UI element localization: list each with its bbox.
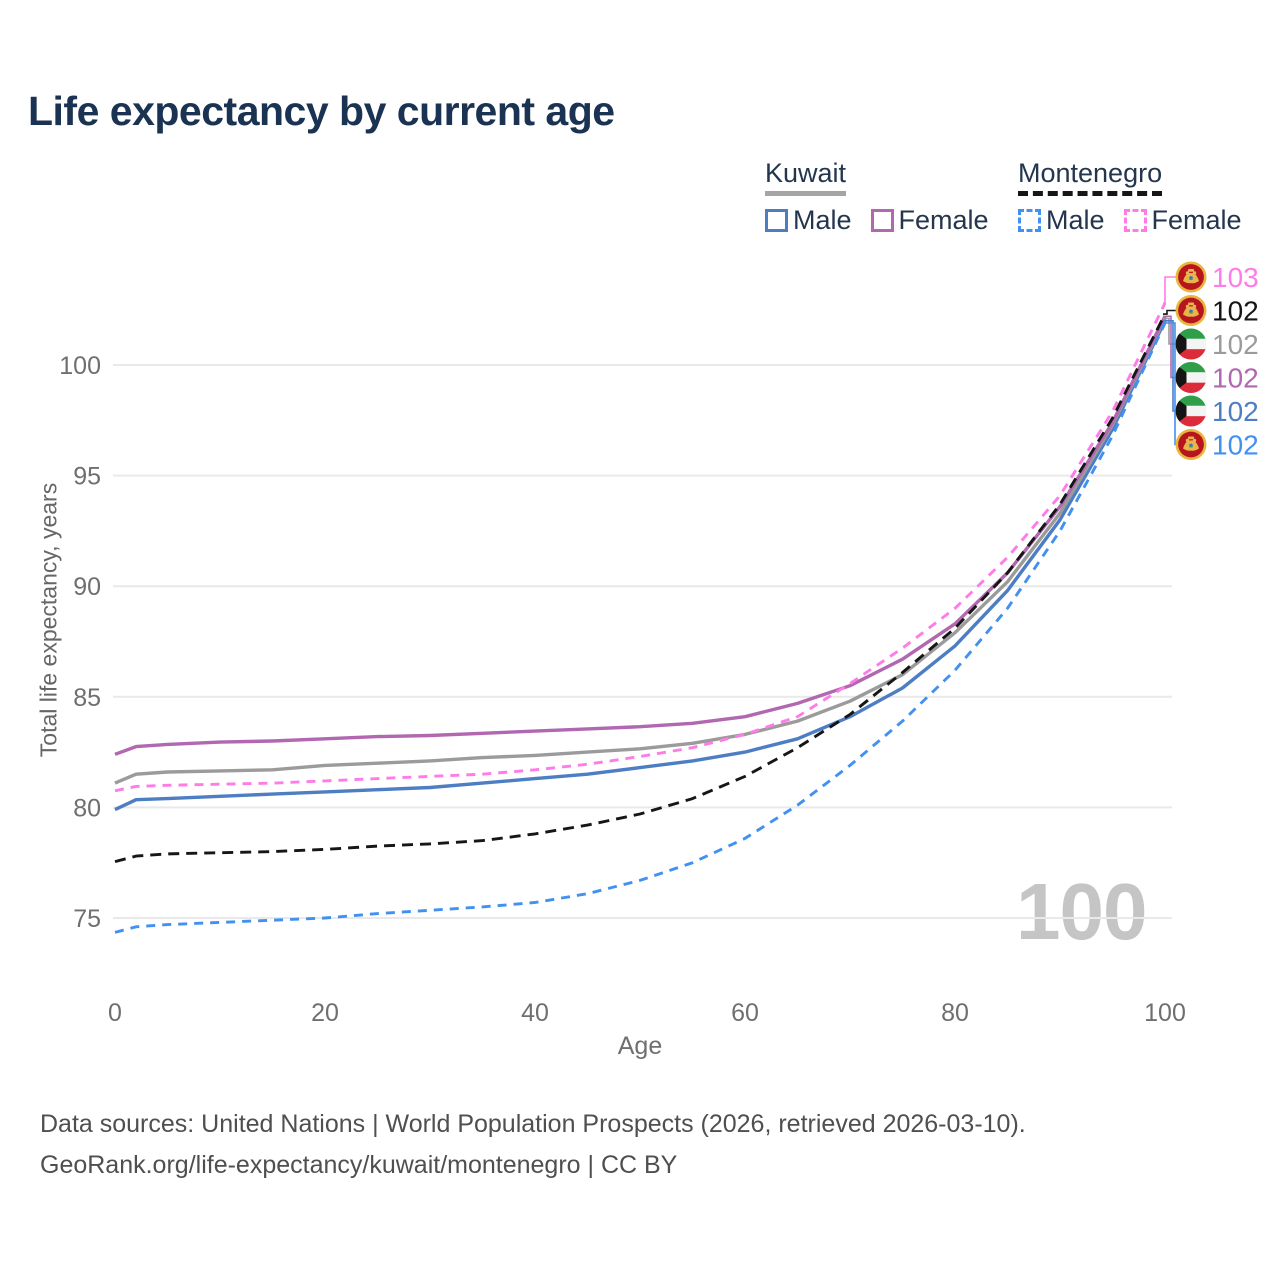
montenegro-flag-icon [1175,261,1207,293]
x-tick-label: 40 [521,999,549,1027]
kuwait-flag-icon [1175,328,1207,360]
legend-group-kuwait: Kuwait Male Female [765,158,989,236]
legend-item-kuwait-male[interactable]: Male [765,205,852,236]
legend-item-montenegro-male[interactable]: Male [1018,205,1105,236]
series-line-kuwait-total[interactable] [114,317,1167,785]
series-line-kuwait-female[interactable] [114,315,1167,756]
footer-source-line: Data sources: United Nations | World Pop… [40,1110,1026,1138]
y-axis-title: Total life expectancy, years [35,482,62,758]
montenegro-male-swatch-icon [1018,209,1041,232]
end-label-value-kuwait-female: 102 [1212,363,1259,394]
montenegro-flag-icon [1175,295,1207,326]
legend-item-montenegro-female[interactable]: Female [1123,205,1242,236]
legend-label-montenegro-female: Female [1151,205,1242,235]
y-tick-label: 80 [73,794,101,822]
legend-items-kuwait: Male Female [765,205,989,236]
legend-label-kuwait-female: Female [898,205,989,235]
montenegro-female-swatch-icon [1123,209,1147,232]
montenegro-flag-icon [1175,429,1207,460]
footer: Data sources: United Nations | World Pop… [40,1104,1026,1186]
end-label-value-kuwait-total: 102 [1212,329,1259,360]
x-tick-label: 0 [108,999,122,1027]
series-line-montenegro-female[interactable] [114,302,1167,793]
legend-item-kuwait-female[interactable]: Female [870,205,989,236]
footer-attribution-line: GeoRank.org/life-expectancy/kuwait/monte… [40,1151,678,1179]
end-label-value-kuwait-male: 102 [1212,396,1259,427]
legend-country-kuwait[interactable]: Kuwait [765,158,847,196]
y-tick-label: 75 [73,905,101,933]
y-tick-label: 85 [73,684,101,712]
watermark: 100 [1016,867,1147,956]
kuwait-male-swatch-icon [765,209,788,232]
end-label-value-montenegro-female: 103 [1212,262,1259,293]
y-tick-label: 90 [73,573,101,601]
legend-label-montenegro-male: Male [1046,205,1105,235]
legend-country-montenegro[interactable]: Montenegro [1018,158,1163,196]
legend-items-montenegro: Male Female [1018,205,1242,236]
y-tick-label: 95 [73,463,101,491]
series-line-montenegro-male[interactable] [114,322,1167,934]
x-tick-label: 100 [1144,999,1186,1027]
x-tick-label: 20 [311,999,339,1027]
kuwait-flag-icon [1175,362,1207,393]
legend-group-montenegro: Montenegro Male Female [1018,158,1242,236]
legend-label-kuwait-male: Male [793,205,852,235]
end-label-leader [1163,309,1176,315]
series-line-montenegro-total[interactable] [114,313,1167,864]
series-line-kuwait-male[interactable] [114,320,1167,812]
x-tick-label: 80 [941,999,969,1027]
end-label-leader [1163,276,1176,304]
page-title: Life expectancy by current age [28,88,615,134]
kuwait-flag-icon [1175,395,1207,427]
kuwait-female-swatch-icon [870,209,894,232]
x-tick-label: 60 [731,999,759,1027]
y-tick-label: 100 [59,352,101,380]
x-axis-title: Age [617,1032,663,1060]
end-label-value-montenegro-male: 102 [1212,430,1259,461]
end-label-value-montenegro-total: 102 [1212,296,1259,327]
